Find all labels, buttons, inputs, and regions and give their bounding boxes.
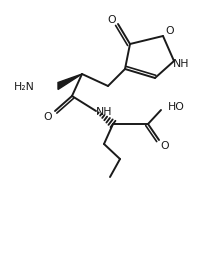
Text: HO: HO bbox=[168, 102, 185, 112]
Text: O: O bbox=[161, 140, 169, 150]
Text: H₂N: H₂N bbox=[14, 82, 35, 92]
Text: NH: NH bbox=[96, 107, 112, 117]
Text: O: O bbox=[44, 112, 52, 121]
Text: O: O bbox=[166, 26, 174, 36]
Text: NH: NH bbox=[173, 59, 189, 69]
Polygon shape bbox=[58, 75, 82, 90]
Text: O: O bbox=[108, 15, 116, 25]
